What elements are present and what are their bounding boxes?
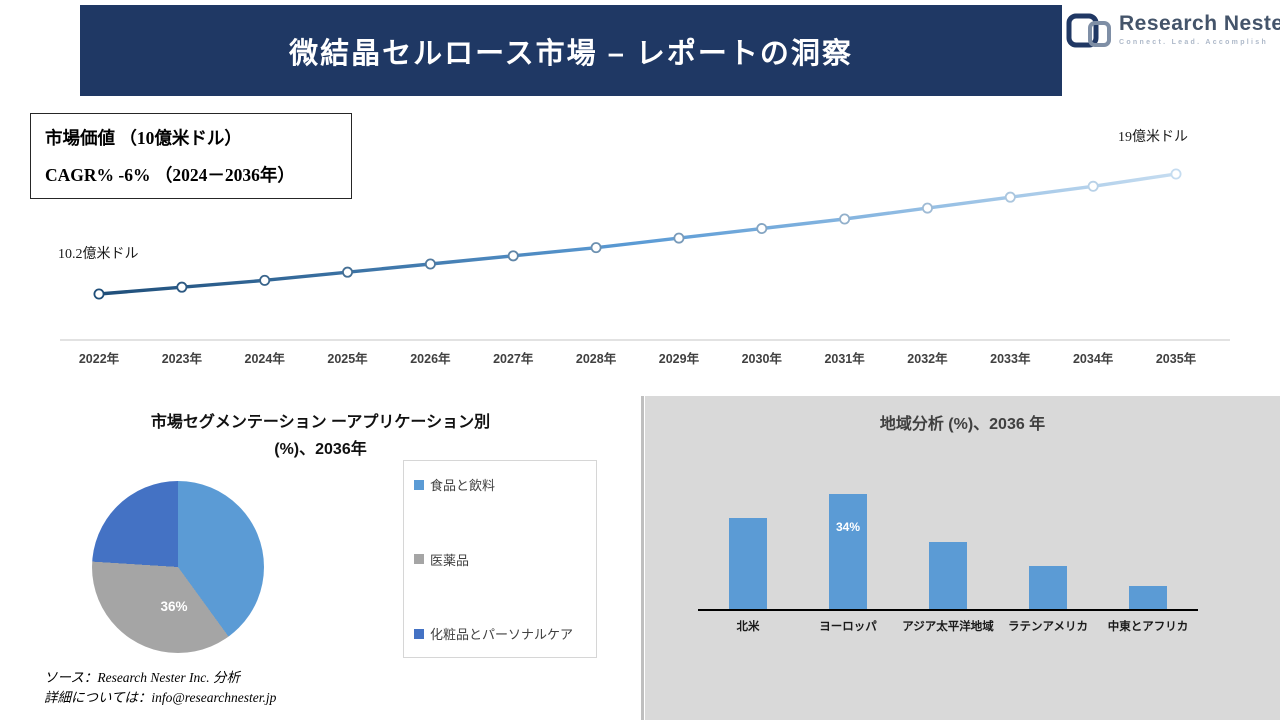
segmentation-panel: 市場セグメンテーション ーアプリケーション別 (%)、2036年 36% 食品と… — [0, 396, 641, 720]
bar-cell — [1098, 586, 1198, 610]
market-value-line-chart: 市場価値 （10億米ドル） CAGR% -6% （2024－2036年） 10.… — [0, 96, 1280, 396]
x-axis-tick-label: 2033年 — [990, 352, 1031, 366]
bar-0 — [729, 518, 767, 610]
regional-panel: 地域分析 (%)、2036 年 34% 北米 ヨーロッパ アジア太平洋地域 ラテンアメ… — [645, 396, 1280, 720]
bar-cell — [898, 542, 998, 610]
line-marker — [342, 266, 354, 278]
legend-swatch — [414, 554, 424, 564]
line-marker — [590, 242, 602, 254]
line-marker — [839, 213, 851, 225]
x-axis-tick-label: 2023年 — [161, 352, 202, 366]
research-nester-logo-icon — [1066, 12, 1112, 57]
x-axis-tick-label: 2034年 — [1072, 352, 1114, 366]
line-marker — [507, 250, 519, 262]
bar-chart: 34% — [698, 480, 1198, 610]
line-start-value-label: 10.2億米ドル — [58, 247, 139, 262]
regional-title: 地域分析 (%)、2036 年 — [879, 416, 1046, 433]
line-marker — [1170, 168, 1182, 180]
market-value-box-line1: 市場価値 （10億米ドル） — [45, 128, 242, 148]
line-marker — [259, 274, 271, 286]
x-axis-tick-label: 2025年 — [327, 352, 368, 366]
bar-category-label: ラテンアメリカ — [1008, 621, 1088, 633]
bar-4 — [1129, 586, 1167, 610]
logo-tagline: Connect. Lead. Accomplish — [1119, 39, 1269, 46]
market-value-box: 市場価値 （10億米ドル） CAGR% -6% （2024－2036年） — [30, 113, 352, 199]
contact-note: 詳細については：info@researchnester.jp — [44, 690, 277, 705]
page-title: 微結晶セルロース市場 – レポートの洞察 — [289, 37, 853, 70]
line-chart-svg — [60, 168, 1230, 341]
line-marker — [756, 223, 768, 235]
header-banner: 微結晶セルロース市場 – レポートの洞察 — [80, 5, 1062, 96]
bar-3 — [1029, 566, 1067, 610]
x-axis-tick-label: 2022年 — [78, 352, 120, 366]
bar-category-label: 北米 — [736, 621, 760, 633]
line-end-value-label: 19億米ドル — [1118, 130, 1188, 145]
legend-swatch — [414, 628, 424, 639]
bar-1: 34% — [829, 494, 867, 610]
x-axis-tick-label: 2026年 — [410, 352, 451, 366]
x-axis-tick-label: 2028年 — [575, 352, 617, 366]
legend-swatch — [414, 479, 424, 490]
line-marker — [93, 288, 105, 300]
line-series — [98, 172, 1177, 296]
research-nester-logo: Research Nester Connect. Lead. Accomplis… — [1066, 12, 1280, 57]
legend-label: 化粧品とパーソナルケア — [430, 627, 574, 642]
line-marker — [1004, 191, 1016, 203]
pie-chart — [92, 481, 264, 653]
legend-label: 医薬品 — [430, 552, 470, 568]
line-marker — [921, 202, 933, 214]
bar-cell — [998, 566, 1098, 610]
bar-2 — [929, 542, 967, 610]
legend-label: 食品と飲料 — [430, 478, 496, 493]
line-chart-x-axis: 2022年 2023年 2024年 2025年 2026年 2027年 2028年 2029年… — [0, 348, 1280, 368]
x-axis-tick-label: 2029年 — [658, 352, 700, 366]
pie-legend: 食品と飲料医薬品化粧品とパーソナルケア — [403, 460, 597, 658]
line-marker — [1087, 180, 1099, 192]
line-marker — [424, 258, 436, 270]
bar-cell: 34% — [798, 494, 898, 610]
x-axis-tick-label: 2027年 — [493, 352, 534, 366]
x-axis-tick-label: 2031年 — [824, 352, 865, 366]
legend-item: 化粧品とパーソナルケア — [414, 624, 586, 643]
x-axis-tick-label: 2032年 — [907, 352, 948, 366]
bar-value-label: 34% — [835, 520, 861, 534]
market-value-box-line2: CAGR% -6% （2024－2036年） — [45, 165, 295, 185]
bar-category-label: アジア太平洋地域 — [902, 621, 994, 633]
segmentation-title-line1: 市場セグメンテーション ーアプリケーション別 — [150, 414, 491, 431]
line-marker — [176, 281, 188, 293]
bar-cell — [698, 518, 798, 610]
source-note: ソース：Research Nester Inc. 分析 — [44, 670, 241, 685]
bar-category-label: ヨーロッパ — [819, 621, 877, 633]
line-marker — [673, 232, 685, 244]
segmentation-title-line2: (%)、2036年 — [274, 441, 367, 458]
x-axis-tick-label: 2030年 — [741, 352, 782, 366]
legend-item: 医薬品 — [414, 550, 586, 569]
legend-item: 食品と飲料 — [414, 475, 586, 494]
pie-value-label: 36% — [160, 599, 188, 614]
x-axis-tick-label: 2035年 — [1155, 352, 1197, 366]
x-axis-tick-label: 2024年 — [244, 352, 285, 366]
bar-category-label: 中東とアフリカ — [1107, 621, 1189, 633]
logo-name: Research Nester — [1119, 12, 1280, 35]
bar-chart-axis — [698, 609, 1198, 611]
bar-chart-categories: 北米 ヨーロッパ アジア太平洋地域 ラテンアメリカ 中東とアフリカ — [698, 618, 1198, 634]
panel-divider — [641, 396, 644, 720]
